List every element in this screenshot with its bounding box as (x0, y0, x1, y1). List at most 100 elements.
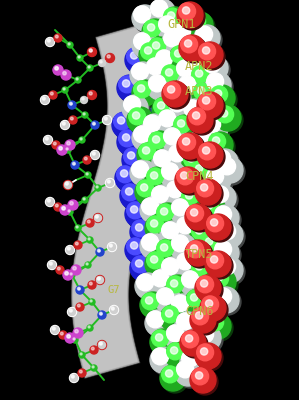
Circle shape (83, 198, 85, 200)
Circle shape (59, 147, 62, 150)
Circle shape (67, 334, 70, 338)
Circle shape (179, 77, 205, 103)
Circle shape (192, 369, 218, 395)
Circle shape (119, 130, 135, 147)
Circle shape (157, 289, 183, 315)
Circle shape (127, 202, 144, 219)
Circle shape (85, 172, 91, 178)
Circle shape (73, 328, 83, 338)
Circle shape (207, 216, 233, 242)
Circle shape (184, 152, 210, 178)
Circle shape (192, 161, 209, 178)
Circle shape (167, 326, 193, 352)
Circle shape (96, 216, 98, 218)
Circle shape (196, 165, 203, 172)
Circle shape (212, 186, 229, 203)
Circle shape (208, 60, 215, 67)
Circle shape (109, 244, 115, 250)
Circle shape (175, 216, 201, 242)
Circle shape (65, 182, 71, 188)
Circle shape (119, 76, 135, 93)
Circle shape (138, 85, 145, 92)
Circle shape (169, 145, 186, 162)
Circle shape (192, 67, 218, 93)
Circle shape (182, 271, 199, 288)
Circle shape (217, 154, 225, 161)
Circle shape (177, 133, 203, 159)
Circle shape (134, 127, 160, 153)
Circle shape (190, 245, 198, 252)
Circle shape (154, 98, 171, 115)
Circle shape (200, 233, 226, 259)
Circle shape (217, 106, 234, 123)
Circle shape (162, 163, 179, 180)
Circle shape (132, 161, 149, 178)
Circle shape (162, 20, 170, 27)
Circle shape (132, 125, 158, 151)
Circle shape (164, 9, 190, 35)
Circle shape (72, 337, 78, 343)
Circle shape (67, 42, 73, 48)
Circle shape (219, 210, 226, 217)
Circle shape (60, 205, 70, 215)
Circle shape (69, 102, 75, 108)
Circle shape (212, 149, 238, 175)
Circle shape (178, 27, 185, 34)
Circle shape (162, 81, 188, 107)
Circle shape (200, 280, 208, 287)
Circle shape (175, 167, 201, 193)
Circle shape (190, 294, 198, 301)
Circle shape (151, 0, 168, 17)
Circle shape (164, 128, 181, 145)
Circle shape (209, 134, 235, 160)
Circle shape (199, 44, 225, 70)
Circle shape (80, 138, 82, 140)
Circle shape (130, 219, 156, 245)
Circle shape (82, 112, 88, 118)
Circle shape (205, 300, 213, 307)
Circle shape (107, 180, 110, 183)
Circle shape (150, 185, 176, 211)
Circle shape (155, 352, 163, 359)
Circle shape (97, 249, 103, 255)
Circle shape (217, 107, 243, 133)
Circle shape (158, 154, 165, 161)
Circle shape (172, 200, 198, 226)
Circle shape (165, 69, 173, 76)
Circle shape (192, 308, 209, 325)
Circle shape (49, 262, 52, 265)
Circle shape (147, 312, 173, 338)
Circle shape (172, 296, 198, 322)
Circle shape (43, 98, 45, 100)
Circle shape (55, 66, 58, 70)
Circle shape (92, 122, 95, 125)
Circle shape (127, 100, 135, 107)
Circle shape (155, 274, 163, 281)
Circle shape (175, 252, 201, 278)
Circle shape (83, 113, 85, 115)
Circle shape (182, 99, 208, 125)
Circle shape (162, 306, 179, 323)
Circle shape (87, 237, 93, 243)
Circle shape (130, 242, 138, 249)
Circle shape (190, 258, 216, 284)
Circle shape (199, 94, 225, 120)
Circle shape (87, 325, 93, 331)
Circle shape (165, 275, 191, 301)
Circle shape (181, 37, 207, 63)
Circle shape (155, 334, 163, 341)
Circle shape (91, 150, 100, 160)
Circle shape (205, 214, 231, 240)
Circle shape (154, 150, 171, 167)
Circle shape (98, 250, 100, 252)
Circle shape (202, 47, 210, 54)
Circle shape (43, 136, 53, 144)
Circle shape (155, 190, 163, 197)
Circle shape (86, 173, 88, 175)
Circle shape (60, 332, 63, 335)
Circle shape (185, 275, 193, 282)
Circle shape (164, 31, 190, 57)
Circle shape (54, 34, 62, 42)
Circle shape (187, 242, 213, 268)
Circle shape (147, 311, 164, 328)
